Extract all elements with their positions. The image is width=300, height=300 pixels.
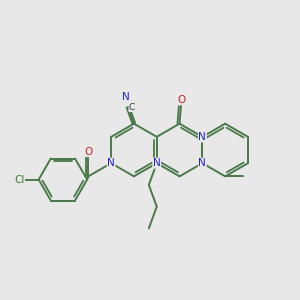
Text: O: O <box>84 147 92 157</box>
Text: N: N <box>199 158 206 168</box>
Text: N: N <box>107 158 115 168</box>
Text: N: N <box>153 158 160 168</box>
Text: C: C <box>129 103 135 112</box>
Text: O: O <box>177 95 185 105</box>
Text: N: N <box>122 92 130 102</box>
Text: Cl: Cl <box>14 175 25 184</box>
Text: N: N <box>199 132 206 142</box>
